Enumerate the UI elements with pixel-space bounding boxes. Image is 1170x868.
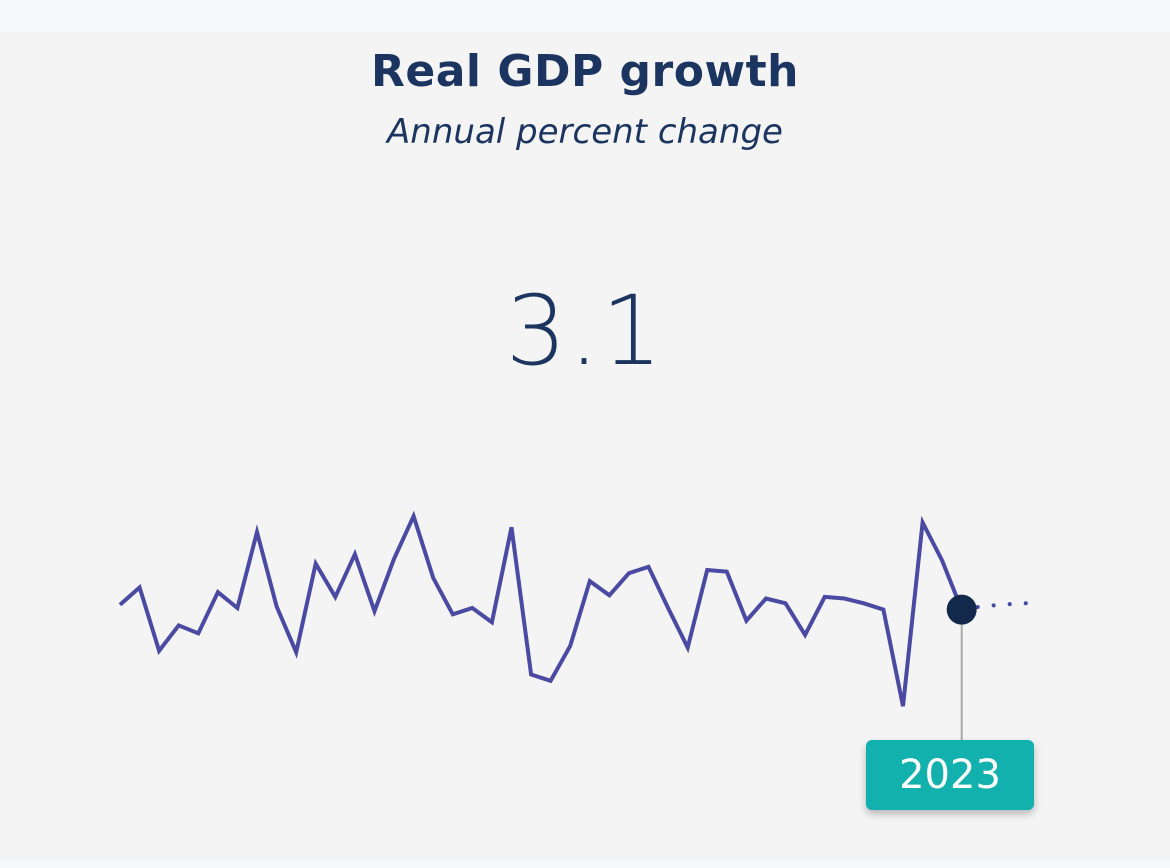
chart-title: Real GDP growth [371, 46, 799, 97]
chart-subtitle: Annual percent change [387, 112, 783, 152]
highlight-value: 3.1 [505, 275, 665, 387]
gdp-series-line [118, 510, 964, 707]
highlight-point-marker[interactable] [946, 594, 977, 625]
year-badge[interactable]: 2023 [866, 740, 1034, 810]
projection-dotted-line [959, 601, 1042, 612]
top-bar [0, 0, 1170, 32]
gdp-line-chart [118, 510, 1042, 742]
chart-card [0, 32, 1170, 860]
